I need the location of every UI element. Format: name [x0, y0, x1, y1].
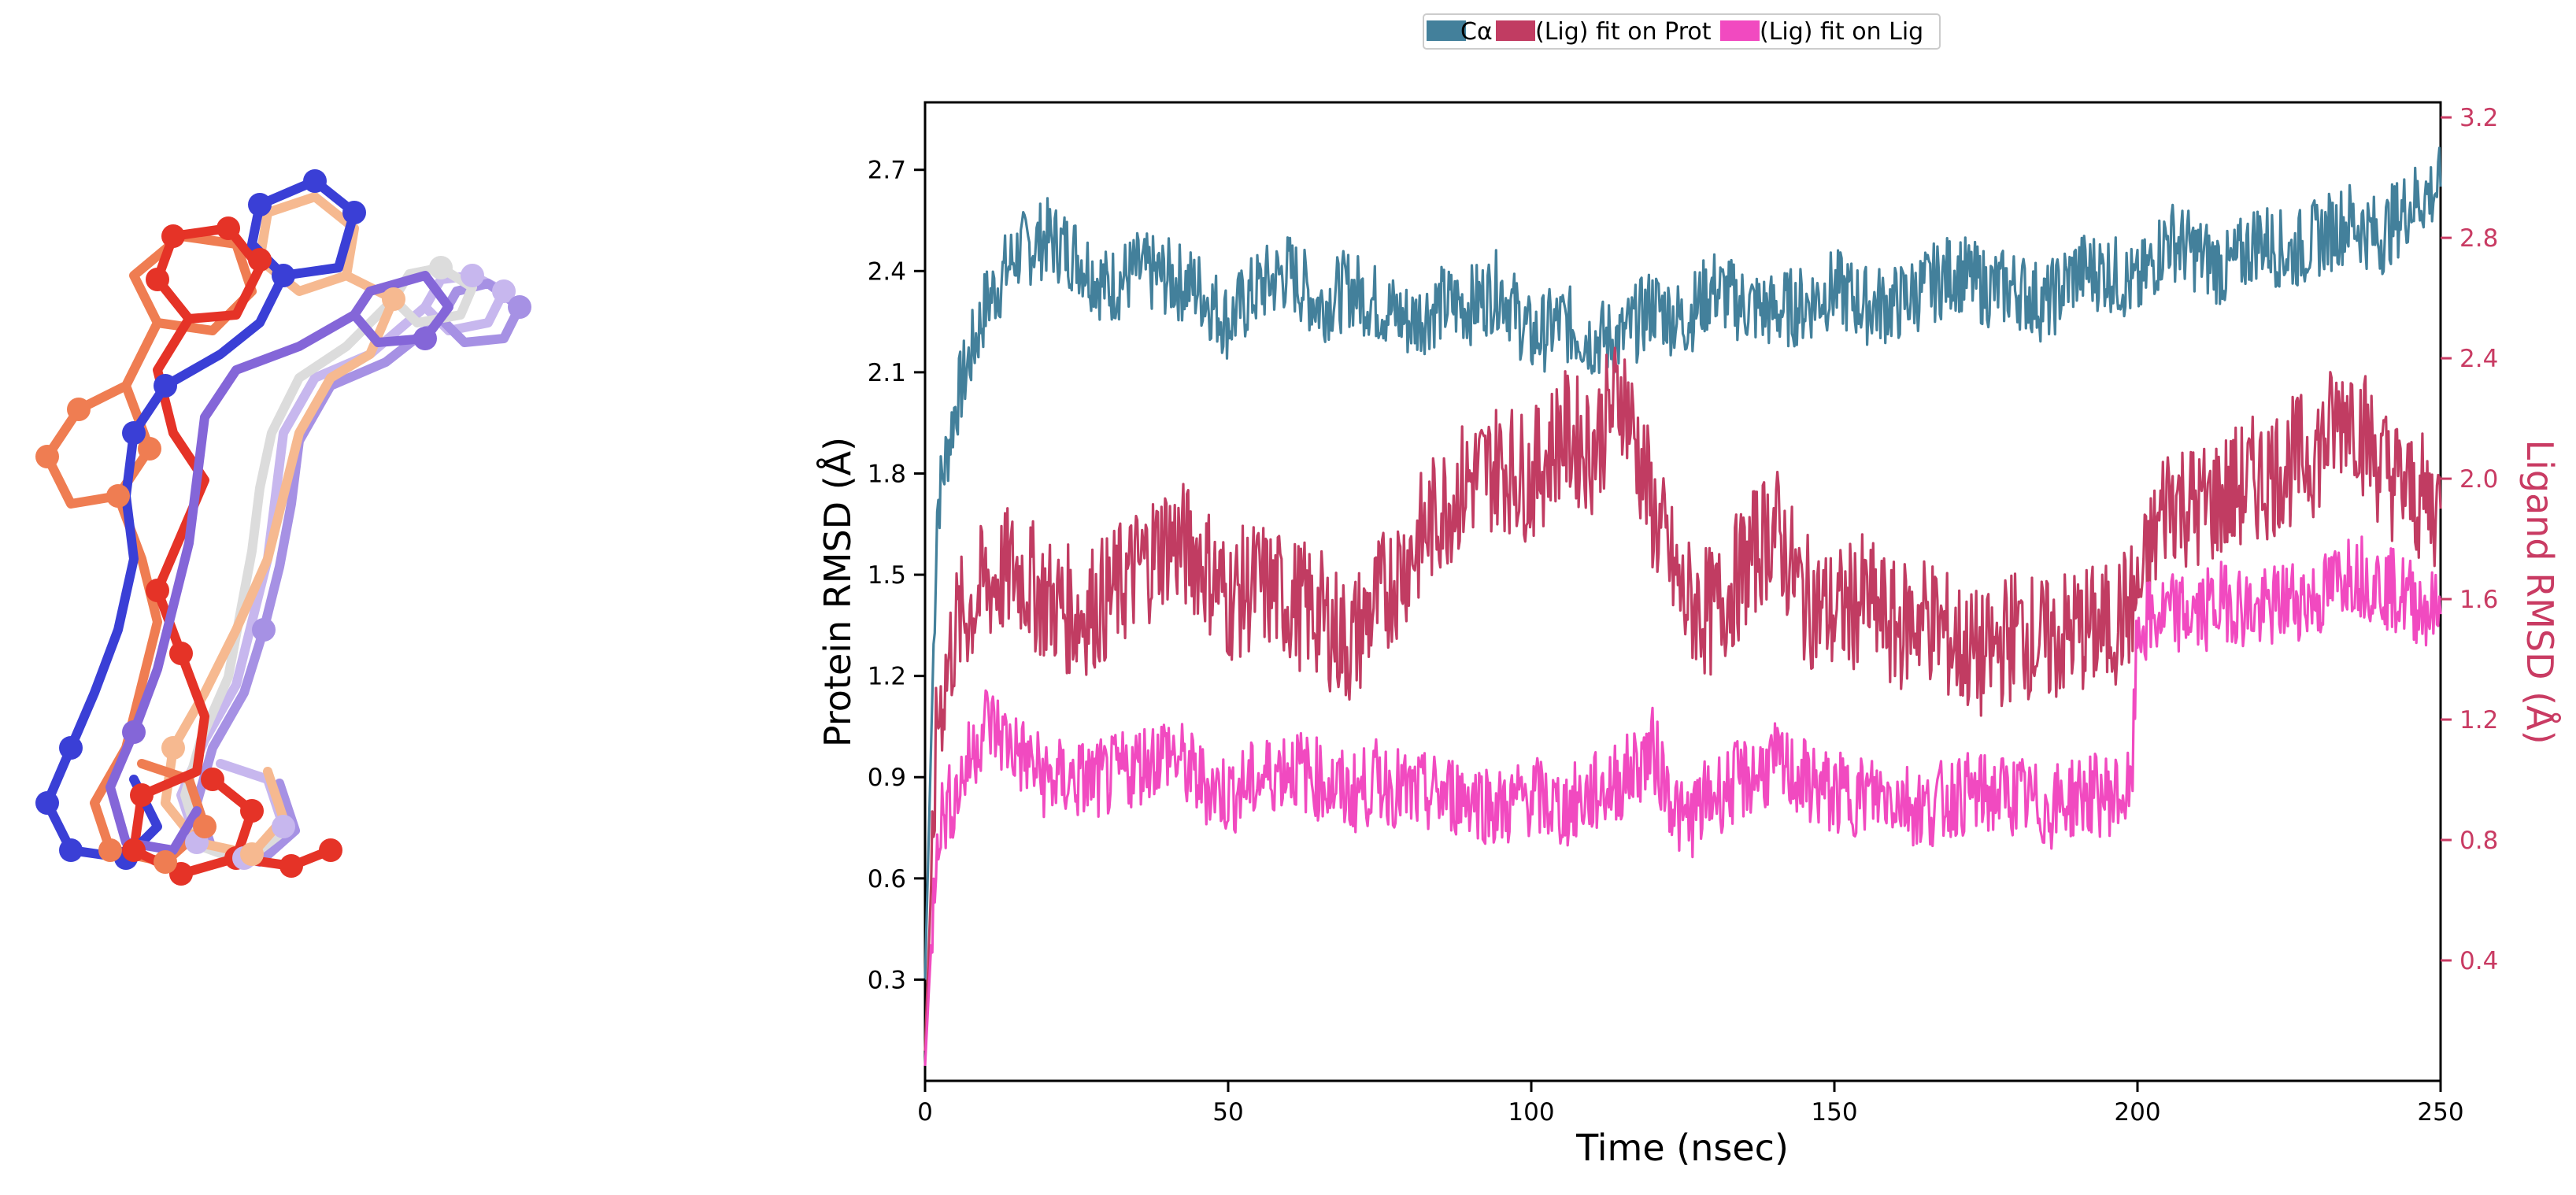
right-y-tick-label: 0.4	[2459, 947, 2498, 975]
left-y-axis-title: Protein RMSD (Å)	[816, 437, 859, 747]
left-y-tick-label: 0.3	[868, 966, 906, 994]
right-y-tick-label: 2.8	[2459, 224, 2498, 253]
x-tick-label: 150	[1811, 1098, 1857, 1127]
left-y-tick-label: 2.7	[868, 157, 906, 185]
right-y-tick-label: 0.8	[2459, 827, 2498, 855]
right-y-tick-label: 1.6	[2459, 586, 2498, 614]
x-tick-label: 200	[2114, 1098, 2160, 1127]
series-line-2	[923, 535, 2442, 1066]
legend-swatch-ca	[1427, 20, 1466, 41]
legend-label-lig-lig: (Lig) fit on Lig	[1760, 18, 1923, 46]
right-y-tick-label: 2.0	[2459, 465, 2498, 494]
right-y-tick-label: 1.2	[2459, 706, 2498, 734]
x-tick-label: 250	[2417, 1098, 2463, 1127]
legend-swatch-lig-prot	[1496, 20, 1535, 41]
left-y-tick-label: 0.9	[868, 764, 906, 792]
left-y-tick-label: 0.6	[868, 865, 906, 893]
right-y-tick-label: 2.4	[2459, 345, 2498, 373]
left-y-axis-ticks: 0.3 0.6 0.9 1.2 1.5 1.8 2.1 2.4 2.7	[868, 157, 925, 994]
left-y-tick-label: 1.8	[868, 460, 906, 488]
legend-label-lig-prot: (Lig) fit on Prot	[1535, 18, 1712, 46]
legend: Cα (Lig) fit on Prot (Lig) fit on Lig	[1423, 13, 1941, 50]
x-tick-label: 50	[1212, 1098, 1243, 1127]
left-y-tick-label: 2.4	[868, 257, 906, 286]
left-y-tick-label: 1.5	[868, 561, 906, 590]
left-y-tick-label: 2.1	[868, 359, 906, 387]
left-y-tick-label: 1.2	[868, 663, 906, 691]
right-y-axis-ticks: 0.4 0.8 1.2 1.6 2.0 2.4 2.8 3.2	[2441, 104, 2498, 975]
legend-swatch-lig-lig	[1720, 20, 1760, 41]
x-axis-ticks: 0 50 100 150 200 250	[917, 1081, 2464, 1127]
right-y-axis-title: Ligand RMSD (Å)	[2519, 439, 2561, 744]
x-axis-title: Time (nsec)	[1575, 1127, 1789, 1169]
ligand-pose-overlay-icon	[35, 169, 531, 886]
series-layer	[923, 146, 2442, 1066]
x-tick-label: 0	[917, 1098, 933, 1127]
series-line-0	[923, 146, 2442, 980]
series-line-1	[923, 346, 2442, 1051]
legend-label-ca: Cα	[1460, 18, 1493, 46]
right-y-tick-label: 3.2	[2459, 104, 2498, 132]
legend-frame	[1423, 13, 1941, 50]
x-tick-label: 100	[1508, 1098, 1554, 1127]
